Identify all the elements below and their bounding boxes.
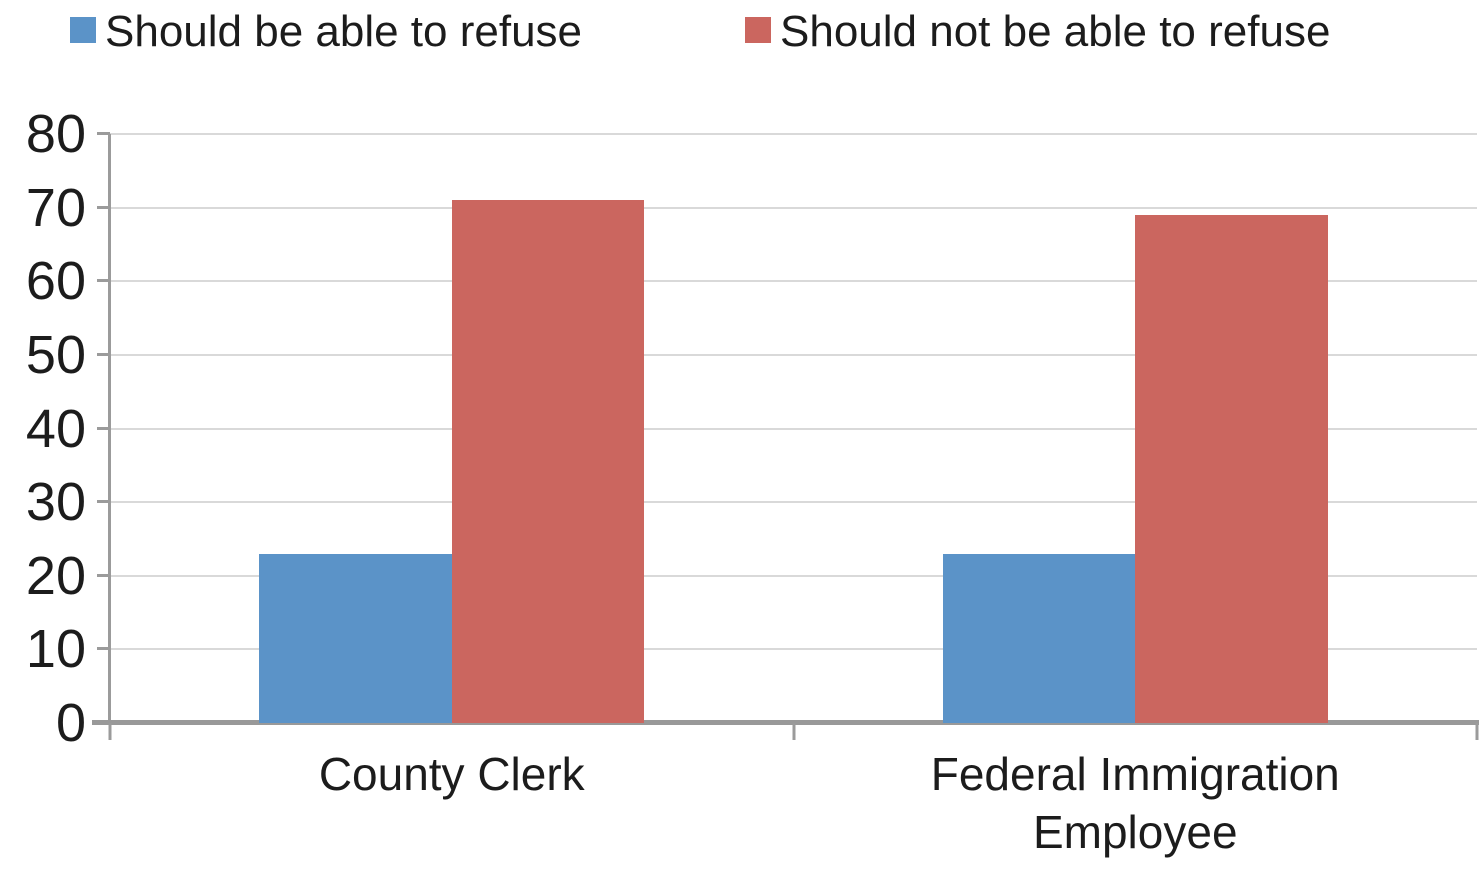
y-tick-70 (97, 205, 110, 209)
y-axis-line (108, 134, 111, 723)
x-axis-tick-0 (108, 723, 112, 740)
bar-group-county-clerk (110, 134, 794, 723)
bar-group-federal-immigration-employee (794, 134, 1478, 723)
x-axis-tick-2 (1475, 723, 1479, 740)
bar-should-be-able-to-refuse-federal-immigration-employee (942, 553, 1136, 723)
plot-area (92, 132, 1479, 740)
y-axis-label-70: 70 (25, 177, 86, 238)
y-axis-labels: 0 10 20 30 40 50 60 70 80 (0, 107, 90, 750)
bar-should-not-be-able-to-refuse-county-clerk (451, 200, 645, 723)
x-label-county-clerk: County Clerk (318, 748, 585, 800)
y-axis-label-0: 0 (55, 693, 86, 753)
y-axis-label-20: 20 (25, 545, 86, 606)
bar-should-be-able-to-refuse-county-clerk (259, 553, 452, 723)
y-tick-80 (97, 132, 110, 135)
y-axis-label-40: 40 (25, 398, 86, 459)
x-label-federal-immigration-employee: Federal Immigration Employee (930, 748, 1340, 858)
bar-should-not-be-able-to-refuse-federal-immigration-employee (1135, 215, 1328, 723)
gridline-30 (110, 501, 1477, 504)
y-tick-30 (97, 500, 110, 504)
y-axis-label-80: 80 (25, 104, 86, 164)
y-tick-40 (97, 426, 110, 430)
gridline-60 (110, 280, 1477, 283)
gridline-20 (110, 574, 1477, 577)
legend-item-should-refuse: Should be able to refuse (70, 6, 582, 58)
x-axis-tick-1 (792, 723, 795, 740)
gridline-70 (110, 206, 1477, 209)
y-axis-label-60: 60 (25, 251, 86, 312)
gridline-80 (110, 133, 1477, 135)
legend-swatch-blue-icon (70, 17, 96, 43)
y-tick-10 (97, 647, 110, 651)
legend-label-should-refuse: Should be able to refuse (105, 7, 583, 56)
y-axis-label-50: 50 (25, 324, 86, 385)
y-tick-50 (97, 352, 110, 356)
x-axis-line (92, 720, 1479, 725)
y-tick-20 (97, 573, 110, 577)
x-axis-labels: County Clerk Federal Immigration Employe… (110, 745, 1477, 861)
y-axis-label-10: 10 (25, 619, 86, 680)
y-axis-label-30: 30 (25, 472, 86, 533)
y-tick-60 (97, 279, 110, 283)
legend-label-should-not-refuse: Should not be able to refuse (780, 7, 1331, 56)
gridline-10 (110, 648, 1477, 651)
gridline-50 (110, 353, 1477, 356)
legend-item-should-not-refuse: Should not be able to refuse (745, 6, 1330, 58)
legend-swatch-red-icon (745, 17, 771, 43)
gridline-40 (110, 427, 1477, 430)
